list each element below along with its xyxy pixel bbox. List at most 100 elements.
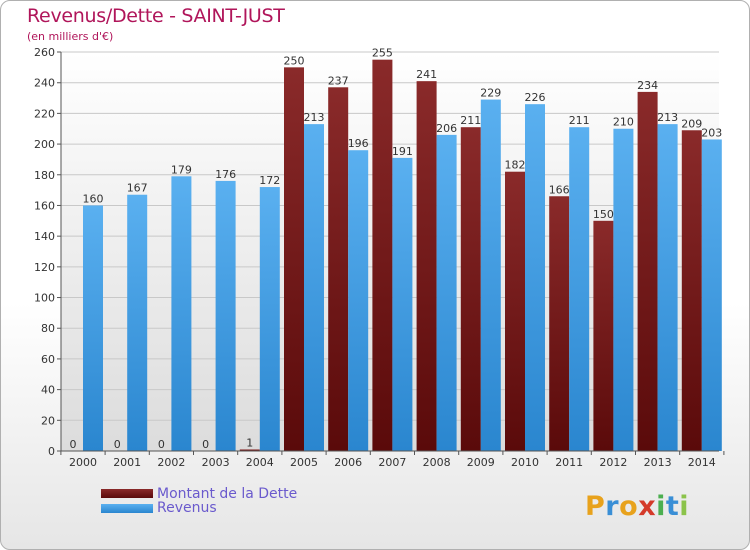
logo-letter: i xyxy=(679,491,690,522)
logo-letter: t xyxy=(665,491,680,522)
bars xyxy=(83,59,722,452)
y-tick-label: 20 xyxy=(41,414,55,427)
y-tick-label: 220 xyxy=(34,107,55,120)
logo-letter: r xyxy=(605,491,620,522)
bar-revenue xyxy=(613,128,634,451)
bar-debt xyxy=(328,87,349,452)
legend-label-revenue: Revenus xyxy=(157,500,217,516)
y-tick-label: 160 xyxy=(34,199,55,212)
data-label: 211 xyxy=(569,114,590,127)
bar-revenue xyxy=(392,157,413,451)
logo-letter: i xyxy=(656,491,666,522)
bar-debt xyxy=(239,449,260,451)
bar-debt xyxy=(416,81,437,452)
data-label: 0 xyxy=(114,438,121,451)
x-tick-label: 2003 xyxy=(202,456,230,469)
data-label: 206 xyxy=(436,122,457,135)
data-label: 213 xyxy=(304,111,325,124)
y-tick-label: 140 xyxy=(34,230,55,243)
data-label: 0 xyxy=(158,438,165,451)
data-label: 211 xyxy=(460,114,481,127)
chart-title: Revenus/Dette - SAINT-JUST xyxy=(27,5,285,27)
x-tick-label: 2007 xyxy=(378,456,406,469)
y-tick-label: 180 xyxy=(34,169,55,182)
bar-revenue xyxy=(127,194,148,451)
x-tick-label: 2008 xyxy=(423,456,451,469)
bar-debt xyxy=(460,127,481,451)
logo-letter: x xyxy=(638,491,657,522)
x-tick-label: 2002 xyxy=(157,456,185,469)
x-tick-label: 2005 xyxy=(290,456,318,469)
data-label: 176 xyxy=(215,168,236,181)
bar-revenue xyxy=(259,187,280,452)
y-tick-label: 100 xyxy=(34,292,55,305)
bar-debt xyxy=(593,220,614,451)
data-label: 196 xyxy=(348,137,369,150)
data-label: 0 xyxy=(70,438,77,451)
y-tick-label: 120 xyxy=(34,261,55,274)
x-tick-label: 2014 xyxy=(688,456,716,469)
data-label: 191 xyxy=(392,145,413,158)
chart-subtitle: (en milliers d'€) xyxy=(27,30,114,43)
bar-debt xyxy=(505,171,525,451)
bar-revenue xyxy=(436,134,457,451)
x-tick-label: 2010 xyxy=(511,456,539,469)
legend-swatch-debt xyxy=(101,489,153,498)
bar-revenue xyxy=(657,124,678,451)
data-label: 179 xyxy=(171,163,192,176)
data-label: 226 xyxy=(525,91,546,104)
data-label: 203 xyxy=(701,126,722,139)
data-label: 160 xyxy=(83,192,104,205)
legend-swatch-revenue xyxy=(101,504,153,513)
x-tick-label: 2004 xyxy=(246,456,274,469)
y-tick-label: 0 xyxy=(48,445,55,458)
data-label: 237 xyxy=(328,74,349,87)
x-tick-label: 2006 xyxy=(334,456,362,469)
legend-label-debt: Montant de la Dette xyxy=(157,486,298,502)
data-label: 150 xyxy=(593,208,614,221)
data-label: 182 xyxy=(505,159,526,172)
data-label: 213 xyxy=(657,111,678,124)
data-label: 166 xyxy=(549,183,570,196)
bar-debt xyxy=(372,59,393,452)
x-tick-label: 2001 xyxy=(113,456,141,469)
x-tick-label: 2000 xyxy=(69,456,97,469)
y-tick-label: 260 xyxy=(34,46,55,59)
y-tick-label: 200 xyxy=(34,138,55,151)
y-tick-label: 240 xyxy=(34,77,55,90)
bar-revenue xyxy=(701,139,722,451)
x-tick-label: 2013 xyxy=(644,456,672,469)
data-label: 229 xyxy=(480,87,501,100)
data-label: 250 xyxy=(284,54,305,67)
axes: 0204060801001201401601802002202402602000… xyxy=(34,46,725,469)
x-tick-label: 2009 xyxy=(467,456,495,469)
data-label: 241 xyxy=(416,68,437,81)
bar-revenue xyxy=(215,180,236,451)
bar-revenue xyxy=(304,124,324,451)
data-label: 234 xyxy=(637,79,658,92)
data-label: 255 xyxy=(372,47,393,60)
y-tick-label: 80 xyxy=(41,322,55,335)
bar-revenue xyxy=(569,127,590,451)
data-label: 210 xyxy=(613,116,634,129)
data-label: 172 xyxy=(259,174,280,187)
x-tick-label: 2012 xyxy=(599,456,627,469)
logo-letter: o xyxy=(619,491,639,522)
bar-debt xyxy=(284,67,304,451)
y-tick-label: 40 xyxy=(41,384,55,397)
data-label: 1 xyxy=(246,436,253,449)
bar-revenue xyxy=(525,104,545,451)
bar-revenue xyxy=(480,99,501,452)
bar-revenue xyxy=(171,176,192,452)
data-label: 167 xyxy=(127,182,148,195)
bar-debt xyxy=(549,196,570,451)
x-tick-label: 2011 xyxy=(555,456,583,469)
bar-revenue xyxy=(83,205,103,451)
logo-letter: P xyxy=(585,491,606,522)
proxiti-logo: Proxiti xyxy=(585,491,689,522)
bar-debt xyxy=(637,91,658,452)
value-labels: 0 160 0 167 0 179 0 176 1 172 250 213 237 196 255 191 24… xyxy=(70,47,723,451)
bar-revenue xyxy=(348,150,369,451)
